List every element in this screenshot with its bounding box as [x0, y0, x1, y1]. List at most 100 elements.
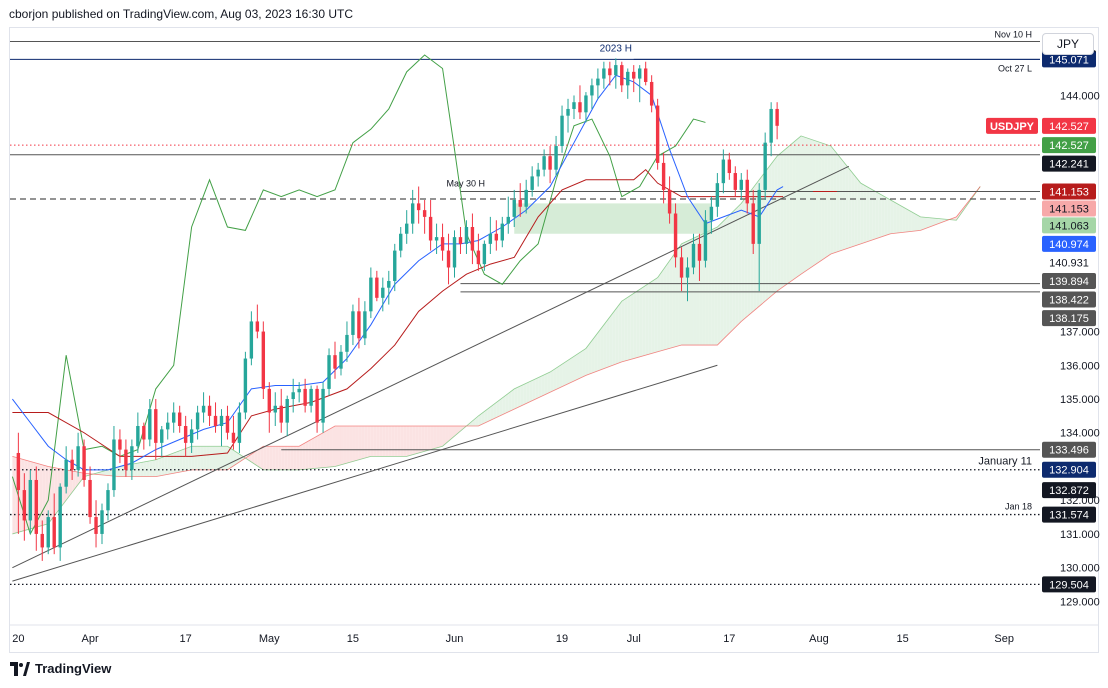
candle-body: [584, 95, 588, 113]
candle: [578, 85, 582, 120]
candle: [357, 297, 361, 349]
candle-body: [733, 173, 738, 190]
cloud-segment: [314, 436, 318, 469]
cloud-segment: [281, 446, 285, 470]
candle-body: [327, 355, 331, 389]
cloud-segment: [361, 426, 365, 459]
candle-body: [512, 200, 516, 217]
candle: [249, 311, 254, 366]
chart-panel[interactable]: [9, 27, 1099, 653]
cloud-segment: [215, 446, 219, 470]
footer-brand[interactable]: TradingView: [10, 661, 111, 676]
candle: [596, 68, 600, 99]
candle: [243, 351, 248, 420]
currency-selector-button[interactable]: JPY: [1042, 33, 1094, 55]
price-tick-label: 144.000: [1060, 90, 1100, 102]
candle: [136, 412, 140, 453]
cloud-segment: [194, 446, 198, 470]
candle-body: [500, 223, 504, 241]
cloud-segment: [424, 426, 428, 452]
candle: [405, 210, 409, 244]
cloud-segment: [789, 143, 793, 283]
cloud-segment: [505, 393, 509, 414]
cloud-segment: [863, 184, 867, 243]
candle-body: [16, 452, 21, 491]
cloud-segment: [517, 386, 521, 408]
price-label-text: 141.153: [1049, 186, 1089, 198]
candle: [255, 304, 260, 339]
cloud-segment: [729, 212, 733, 334]
price-label-box: [1042, 235, 1096, 252]
cloud-segment: [771, 160, 775, 297]
candle-body: [76, 446, 80, 470]
cloud-segment: [594, 332, 598, 373]
cloud-segment: [472, 418, 476, 426]
cloud-segment: [648, 281, 652, 355]
candle-body: [405, 223, 409, 234]
cloud-segment: [218, 446, 222, 470]
cloud-segment: [627, 295, 631, 361]
candle: [160, 426, 164, 457]
candle: [297, 382, 301, 403]
cloud-segment: [786, 146, 790, 285]
price-label-text: 131.574: [1049, 510, 1089, 522]
price-label-text: 140.931: [1049, 257, 1089, 269]
cloud-segment: [711, 228, 715, 346]
cloud-segment: [421, 426, 425, 453]
candle: [58, 483, 62, 561]
candle: [673, 203, 678, 268]
price-tick-label: 136.000: [1060, 360, 1100, 372]
candle: [34, 466, 38, 551]
cloud-segment: [275, 446, 279, 470]
cloud-segment: [523, 383, 527, 405]
cloud-segment: [206, 446, 210, 470]
senkou-span-b: [12, 186, 981, 477]
cloud-segment: [317, 434, 321, 469]
cloud-segment: [427, 426, 431, 451]
candle-body: [279, 405, 283, 423]
candle: [452, 230, 457, 278]
candle-body: [195, 412, 200, 430]
candle-body: [769, 108, 773, 143]
cloud-segment: [762, 171, 766, 304]
cloud-segment: [854, 175, 858, 246]
cloud-segment: [600, 324, 604, 370]
candle: [697, 233, 702, 281]
price-label-text: 129.504: [1049, 579, 1089, 591]
candle-body: [632, 71, 636, 79]
symbol-tag: [986, 117, 1038, 134]
cloud-segment: [538, 376, 542, 398]
candle: [70, 449, 74, 480]
cloud-segment: [308, 439, 312, 470]
candle: [482, 240, 487, 271]
cloud-segment: [75, 471, 79, 489]
cloud-segment: [798, 135, 802, 277]
price-label-box: [1042, 217, 1096, 234]
price-label-text: 142.241: [1049, 159, 1089, 171]
cloud-segment: [806, 137, 810, 271]
candle: [458, 227, 463, 254]
cloud-segment: [576, 352, 580, 380]
cloud-segment: [565, 360, 569, 386]
cloud-segment: [645, 283, 649, 356]
candle: [488, 216, 493, 254]
candle: [351, 304, 355, 346]
cloud-segment: [311, 437, 315, 469]
candle: [476, 233, 481, 271]
candle: [709, 196, 714, 234]
cloud-segment: [164, 455, 168, 475]
cloud-segment: [597, 328, 601, 371]
cloud-segment: [170, 452, 174, 474]
candle-body: [70, 459, 74, 470]
cloud-segment: [376, 426, 380, 457]
time-tick-label: Jun: [446, 633, 464, 645]
time-tick-label: 20: [12, 633, 24, 645]
candle: [584, 92, 588, 123]
cloud-segment: [200, 446, 204, 470]
cloud-segment: [550, 370, 554, 393]
cloud-segment: [827, 145, 831, 257]
cloud-segment: [245, 456, 249, 461]
candle-body: [160, 429, 164, 443]
candle: [715, 173, 720, 217]
